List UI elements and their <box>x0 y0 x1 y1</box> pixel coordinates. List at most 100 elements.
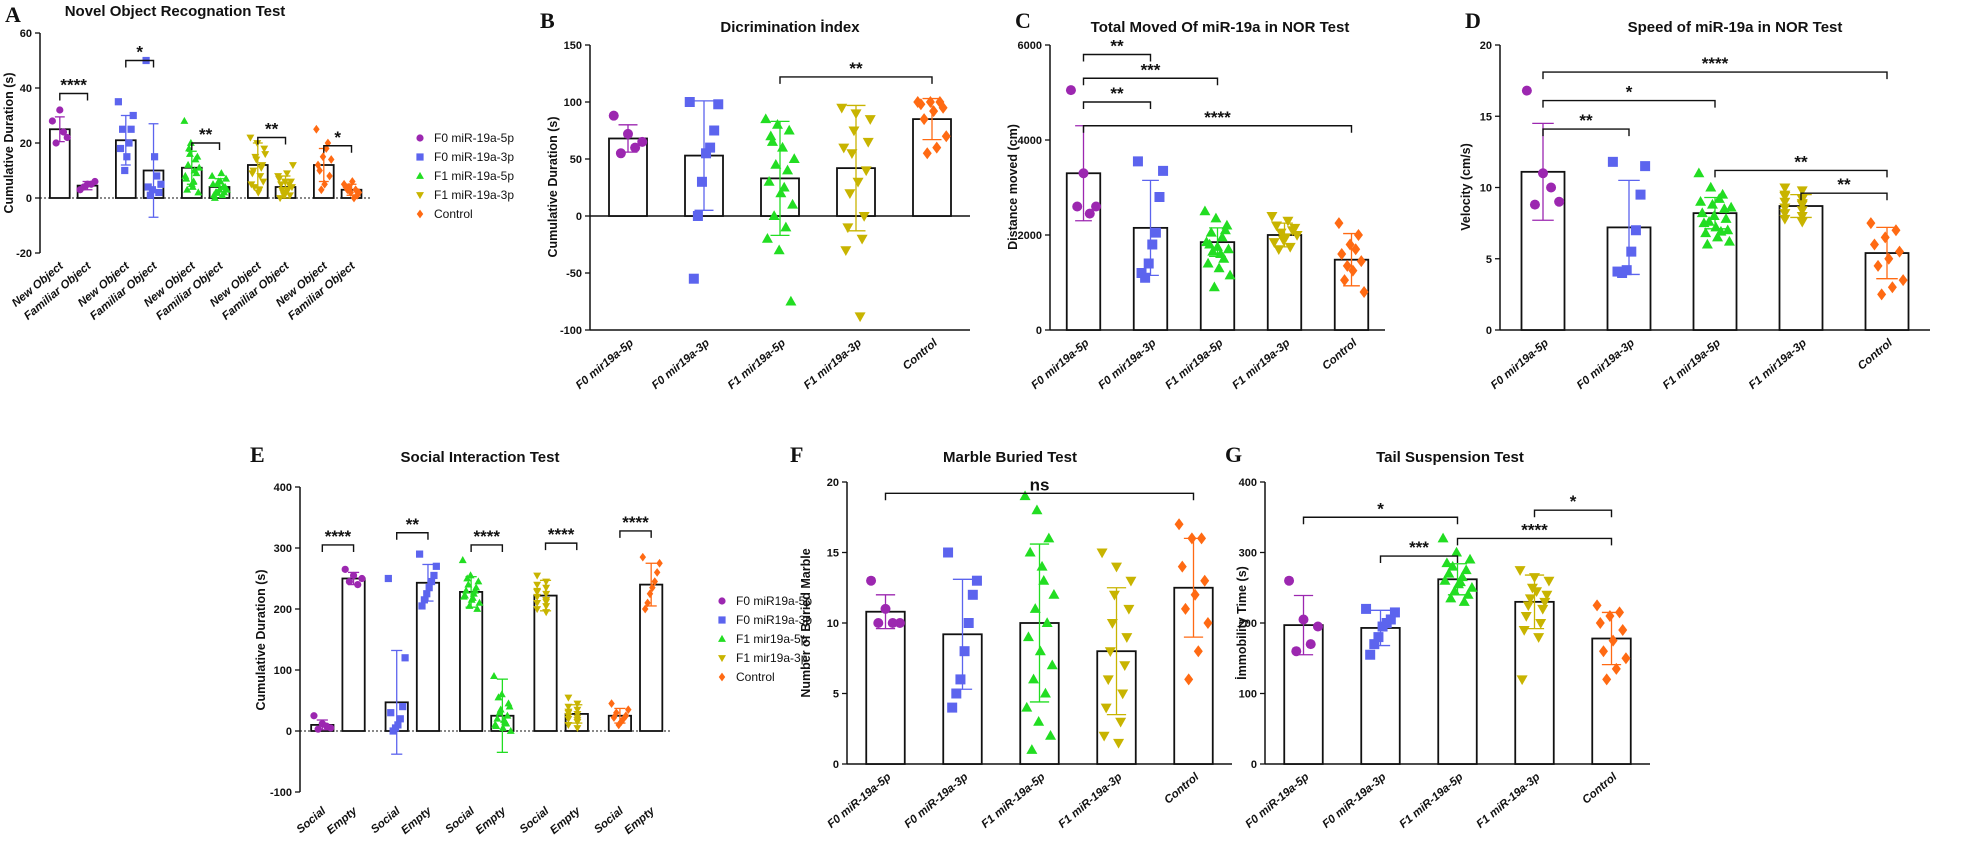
data-point <box>1705 181 1717 192</box>
data-point <box>210 193 219 201</box>
data-point <box>48 117 56 125</box>
data-point <box>276 195 285 203</box>
bar <box>942 633 983 765</box>
legend-label: F1 mir19a-5p <box>736 632 808 646</box>
x-category-label: Social <box>592 805 626 836</box>
data-point <box>1072 201 1083 212</box>
data-point <box>316 166 323 175</box>
chart-title: Tail Suspension Test <box>1376 449 1524 466</box>
data-point <box>1447 560 1459 571</box>
data-point <box>259 178 268 186</box>
data-point <box>622 711 630 721</box>
y-tick-label: -100 <box>560 325 582 337</box>
data-point <box>1626 246 1637 257</box>
significance-bracket <box>1082 125 1353 133</box>
y-tick-label: 0 <box>1486 325 1492 337</box>
data-point <box>684 97 695 107</box>
data-point <box>854 312 866 323</box>
significance-label: ** <box>849 59 863 78</box>
data-point <box>327 155 335 164</box>
x-category-label: F1 mir19a-3p <box>802 337 864 392</box>
data-point <box>464 580 473 588</box>
significance-label: ** <box>1110 37 1124 56</box>
data-point <box>1045 730 1057 740</box>
data-point <box>1224 269 1236 280</box>
data-point <box>922 147 932 160</box>
data-point <box>1216 231 1228 242</box>
data-point <box>1706 198 1718 209</box>
legend-label: F0 miR-19a-5p <box>434 131 514 145</box>
data-point <box>1460 564 1472 575</box>
significance-label: ** <box>1579 111 1593 130</box>
data-point <box>783 124 795 135</box>
data-point <box>278 186 287 194</box>
x-category-label: F1 miR-19a-5p <box>979 771 1047 831</box>
legend-marker <box>718 655 726 663</box>
data-point <box>1630 225 1641 236</box>
data-point <box>615 720 622 730</box>
data-point <box>504 699 513 707</box>
data-point <box>1291 231 1303 241</box>
data-point <box>1796 212 1808 222</box>
data-point <box>285 181 293 189</box>
data-point <box>971 575 982 586</box>
data-point <box>1123 604 1135 615</box>
data-point <box>787 198 799 209</box>
data-point <box>281 178 289 186</box>
data-point <box>220 188 229 196</box>
data-point <box>121 166 129 175</box>
data-point <box>894 618 905 628</box>
data-point <box>313 124 320 134</box>
data-point <box>542 584 551 592</box>
x-category-label: Social <box>518 805 552 836</box>
bar <box>1360 627 1401 765</box>
legend-marker <box>416 171 424 179</box>
bar <box>1437 578 1478 765</box>
data-point <box>1121 633 1133 643</box>
data-point <box>1028 673 1040 684</box>
data-point <box>1533 633 1545 643</box>
legend-label: F1 miR-19a-3p <box>434 188 514 202</box>
data-point <box>1522 601 1534 612</box>
data-point <box>938 101 948 114</box>
data-point <box>148 186 157 194</box>
data-point <box>1779 214 1791 225</box>
data-point <box>1026 744 1038 754</box>
data-point <box>705 142 716 153</box>
data-point <box>1019 490 1031 501</box>
data-point <box>1441 557 1453 568</box>
data-point <box>533 581 542 589</box>
data-point <box>497 690 506 698</box>
data-point <box>1605 609 1615 622</box>
data-point <box>771 119 783 129</box>
y-tick-label: 15 <box>1480 111 1492 123</box>
data-point <box>925 96 935 108</box>
y-tick-label: 300 <box>274 543 292 555</box>
data-point <box>967 589 978 600</box>
data-point <box>653 568 661 577</box>
data-point <box>1143 258 1154 269</box>
data-point <box>788 153 800 163</box>
significance-label: ** <box>1110 84 1124 103</box>
data-point <box>1117 689 1129 700</box>
data-point <box>573 717 582 725</box>
data-point <box>1266 212 1278 222</box>
x-category-label: F1 mir19a-3p <box>1230 337 1292 392</box>
data-point <box>625 705 632 714</box>
data-point <box>213 180 222 188</box>
data-point <box>963 618 974 628</box>
panel-letter: C <box>1015 8 1031 33</box>
data-point <box>257 164 266 172</box>
significance-label: * <box>136 43 143 62</box>
data-point <box>280 192 288 200</box>
data-point <box>246 134 255 142</box>
data-point <box>425 584 433 592</box>
panel-a: A Novel Object Recognation Test Cumulative… <box>2 2 514 323</box>
data-point <box>1529 199 1540 210</box>
significance-bracket <box>1379 555 1459 564</box>
data-point <box>785 295 797 306</box>
x-category-label: Empty <box>474 805 509 837</box>
data-point <box>1880 231 1890 244</box>
data-point <box>1695 196 1707 206</box>
data-point <box>1877 288 1887 301</box>
